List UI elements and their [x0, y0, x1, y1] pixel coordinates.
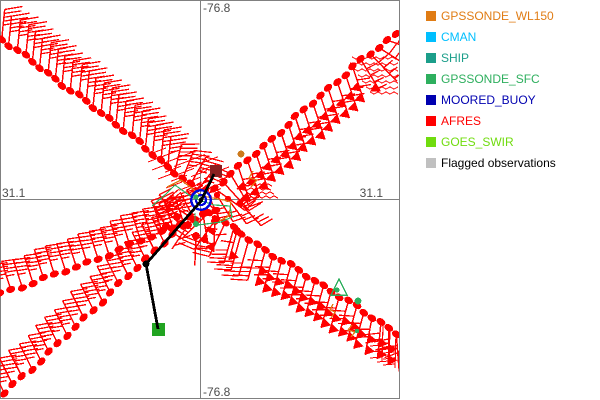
svg-text:31.1: 31.1: [360, 186, 384, 200]
svg-text:Flagged observations: Flagged observations: [441, 156, 556, 170]
svg-text:MOORED_BUOY: MOORED_BUOY: [441, 93, 536, 107]
svg-text:SHIP: SHIP: [441, 51, 469, 65]
svg-text:GPSSONDE_SFC: GPSSONDE_SFC: [441, 72, 540, 86]
svg-text:GPSSONDE_WL150: GPSSONDE_WL150: [441, 9, 554, 23]
svg-text:GOES_SWIR: GOES_SWIR: [441, 135, 514, 149]
svg-text:CMAN: CMAN: [441, 30, 476, 44]
svg-text:-76.8: -76.8: [203, 385, 231, 399]
svg-text:AFRES: AFRES: [441, 114, 481, 128]
svg-text:-76.8: -76.8: [203, 1, 231, 15]
svg-text:31.1: 31.1: [2, 186, 26, 200]
